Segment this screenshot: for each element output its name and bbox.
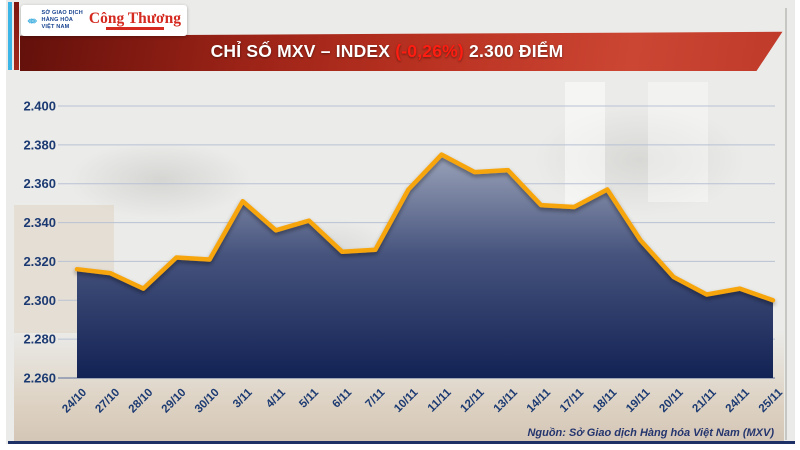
x-axis-labels: 24/10 27/10 28/10 29/10 30/10 3/11 4/11 5/11 6/1… (60, 386, 785, 415)
bottom-border-line (8, 441, 795, 444)
x-tick-label: 4/11 (264, 386, 288, 410)
x-tick-label: 14/11 (525, 386, 554, 415)
mxv-logo-line3: VIỆT NAM (41, 23, 70, 30)
x-tick-label: 6/11 (330, 386, 354, 410)
congthuong-logo-bar (105, 27, 164, 30)
index-area-fill (77, 154, 773, 378)
y-tick-label: 2.260 (23, 371, 56, 386)
y-tick-label: 2.280 (23, 332, 56, 347)
x-tick-label: 13/11 (492, 386, 521, 415)
chart-title-change-percent: (-0,26%) (395, 40, 464, 61)
congthuong-logo-text: Công Thương (88, 10, 181, 27)
congthuong-logo: Công Thương (89, 11, 181, 30)
x-tick-label: 18/11 (591, 386, 620, 415)
chart-title-points: 2.300 ĐIỂM (463, 40, 564, 61)
x-tick-label: 10/11 (392, 386, 421, 415)
x-tick-label: 30/10 (193, 387, 222, 416)
x-tick-label: 24/10 (60, 387, 89, 416)
header-red-stripe (14, 2, 19, 70)
x-tick-label: 5/11 (297, 386, 321, 410)
y-tick-label: 2.360 (23, 176, 56, 191)
mxv-logo-text: SỞ GIAO DỊCH HÀNG HÓA VIỆT NAM (42, 10, 83, 31)
source-note: Nguồn: Sở Giao dịch Hàng hóa Việt Nam (M… (527, 427, 774, 439)
header-cyan-stripe (8, 2, 12, 70)
background-light-band (648, 82, 708, 202)
x-tick-label: 27/10 (93, 387, 122, 416)
x-tick-label: 20/11 (657, 386, 686, 415)
mxv-logo-line2: HÀNG HÓA (41, 17, 74, 24)
x-tick-label: 3/11 (231, 386, 255, 410)
x-tick-label: 17/11 (558, 386, 587, 415)
x-tick-label: 24/11 (724, 386, 753, 415)
x-tick-label: 7/11 (364, 386, 388, 410)
y-tick-label: 2.380 (23, 137, 56, 152)
y-axis-labels: 2.400 2.380 2.360 2.340 2.320 2.300 2.280 2.260 (23, 99, 56, 386)
y-tick-label: 2.300 (23, 293, 56, 308)
mxv-logo-icon (27, 17, 38, 24)
x-tick-label: 21/11 (690, 386, 719, 415)
x-tick-label: 11/11 (426, 386, 454, 414)
chart-title-main: CHỈ SỐ MXV – INDEX (210, 40, 396, 61)
y-tick-label: 2.340 (23, 215, 56, 230)
index-line (74, 152, 776, 303)
title-banner: CHỈ SỐ MXV – INDEX (-0,26%) 2.300 ĐIỂM (20, 31, 783, 71)
panel-right-border (785, 8, 787, 440)
header-logo-box: SỞ GIAO DỊCH HÀNG HÓA VIỆT NAM Công Thươ… (21, 5, 187, 36)
x-tick-label: 29/10 (160, 387, 189, 416)
x-tick-label: 28/10 (127, 387, 156, 416)
y-tick-label: 2.400 (23, 99, 56, 114)
chart-title: CHỈ SỐ MXV – INDEX (-0,26%) 2.300 ĐIỂM (20, 32, 754, 71)
x-tick-label: 19/11 (624, 386, 653, 415)
x-tick-label: 25/11 (757, 386, 786, 415)
mxv-logo-line1: SỞ GIAO DỊCH (41, 10, 83, 17)
x-tick-label: 12/11 (458, 386, 487, 415)
y-tick-label: 2.320 (23, 254, 56, 269)
